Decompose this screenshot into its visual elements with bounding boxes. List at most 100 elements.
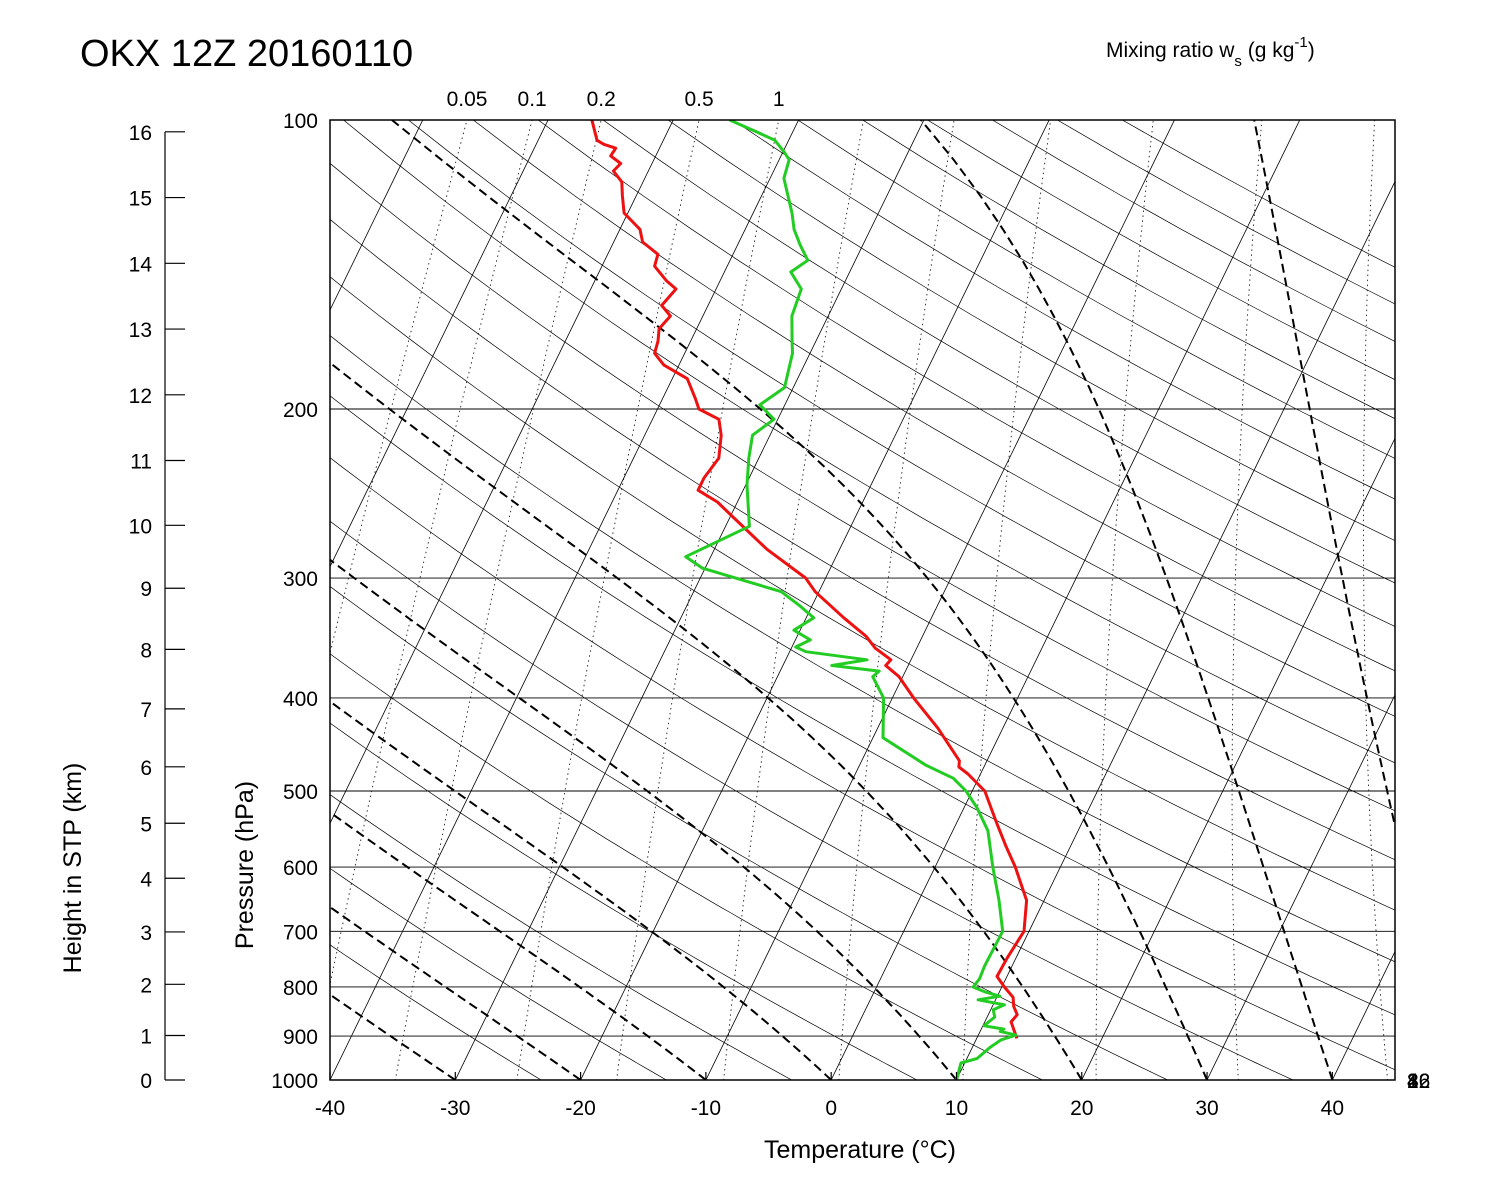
mixing-ratio-right-label: 16 xyxy=(1407,1070,1430,1093)
dry-adiabat-line xyxy=(992,120,1395,342)
mixing-ratio-right-label: 2 xyxy=(1407,1070,1419,1093)
height-tick-label: 14 xyxy=(129,253,153,276)
pressure-tick-label: 200 xyxy=(283,399,318,422)
height-tick-label: 1 xyxy=(140,1025,152,1048)
height-tick-label: 3 xyxy=(140,922,152,945)
pressure-tick-label: 1000 xyxy=(271,1070,318,1093)
pressure-tick-label: 500 xyxy=(283,781,318,804)
height-tick-label: 0 xyxy=(140,1070,152,1093)
height-tick-label: 15 xyxy=(129,188,152,211)
mixing-ratio-line xyxy=(1363,120,1389,1080)
height-tick-label: 8 xyxy=(140,639,152,662)
dry-adiabat-line xyxy=(330,457,1395,1071)
dry-adiabat-line xyxy=(330,276,1395,911)
moist-adiabat-lines xyxy=(330,120,1395,1080)
dry-adiabat-line xyxy=(1057,120,1395,305)
moist-adiabat-line xyxy=(330,905,582,1080)
plot-area xyxy=(0,99,1395,1101)
x-axis-label: Temperature (°C) xyxy=(764,1136,956,1164)
temperature-profile-line xyxy=(590,120,1029,1039)
height-tick-label: 11 xyxy=(130,451,152,474)
isotherm-line xyxy=(330,120,800,1080)
height-tick-label: 6 xyxy=(140,757,152,780)
mixing-ratio-right-label: 8 xyxy=(1407,1070,1419,1093)
pressure-axis-label: Pressure (hPa) xyxy=(231,781,259,949)
pressure-tick-label: 600 xyxy=(283,857,318,880)
dry-adiabat-line xyxy=(408,120,1395,717)
height-tick-label: 13 xyxy=(129,319,152,342)
dry-adiabat-line xyxy=(602,120,1395,584)
mixing-ratio-top-label: 1 xyxy=(773,88,785,111)
mixing-ratio-line xyxy=(330,120,533,987)
plot-frame xyxy=(329,119,1396,1081)
dewpoint-profile-line xyxy=(684,120,1018,1080)
isotherm-line xyxy=(1331,950,1395,1080)
mixing-ratio-top-label: 0.1 xyxy=(518,88,547,111)
isotherm-line xyxy=(1206,693,1395,1080)
x-tick-label: -20 xyxy=(565,1097,595,1120)
x-tick-label: -40 xyxy=(315,1097,345,1120)
moist-adiabat-line xyxy=(330,700,832,1080)
moist-adiabat-line xyxy=(391,120,1209,1080)
mixing-ratio-line xyxy=(330,120,468,655)
dry-adiabat-line xyxy=(330,944,542,1080)
dry-adiabat-line xyxy=(862,120,1395,420)
height-tick-label: 5 xyxy=(140,813,152,836)
mixing-ratio-axis-label: Mixing ratio ws (g kg-1) xyxy=(1106,34,1315,70)
height-tick-label: 10 xyxy=(129,515,152,538)
mixing-ratio-line xyxy=(723,120,864,1080)
height-tick-label: 2 xyxy=(140,974,152,997)
mixing-ratio-line xyxy=(616,120,780,1080)
x-tick-label: -10 xyxy=(691,1097,721,1120)
isotherm-line xyxy=(1081,437,1395,1080)
x-tick-label: 30 xyxy=(1195,1097,1218,1120)
moist-adiabat-line xyxy=(920,120,1334,1080)
isobar-grid xyxy=(330,120,1395,1080)
height-tick-label: 9 xyxy=(140,578,152,601)
pressure-tick-label: 100 xyxy=(283,110,318,133)
dry-adiabat-line xyxy=(330,722,918,1080)
isotherm-line xyxy=(330,120,424,311)
x-tick-label: 0 xyxy=(825,1097,837,1120)
isotherm-line xyxy=(830,120,1301,1080)
pressure-axis-ticks: 1000 900 800 700 600 500 400 300 200 100 xyxy=(271,110,318,1093)
isotherm-line xyxy=(0,99,183,1101)
moist-adiabat-line xyxy=(330,993,456,1080)
isotherm-line xyxy=(955,180,1395,1080)
dry-adiabat-line xyxy=(537,120,1395,627)
mixing-ratio-right-label: 32 xyxy=(1407,1070,1430,1093)
height-axis-label: Height in STP (km) xyxy=(59,763,87,974)
moist-adiabat-line xyxy=(330,558,958,1080)
mixing-ratio-top-labels: 0.05 0.1 0.2 0.5 1 xyxy=(447,88,785,111)
mixing-ratio-line xyxy=(394,120,602,1080)
mixing-ratio-top-label: 0.5 xyxy=(684,88,713,111)
mixing-ratio-lines xyxy=(330,120,1389,1080)
pressure-tick-label: 800 xyxy=(283,977,318,1000)
dry-adiabat-line xyxy=(330,162,1395,812)
dry-adiabat-line xyxy=(330,653,1044,1080)
dry-adiabat-line xyxy=(330,867,668,1080)
mixing-ratio-line xyxy=(838,120,955,1080)
x-axis-ticks: -40 -30 -20 -10 0 10 20 30 40 xyxy=(315,1072,1344,1120)
mixing-ratio-top-label: 0.05 xyxy=(447,88,488,111)
mixing-ratio-line xyxy=(516,120,700,1080)
isotherm-line xyxy=(0,99,308,1101)
dry-adiabat-line xyxy=(330,395,1395,1016)
height-tick-label: 7 xyxy=(140,699,152,722)
dry-adiabat-line xyxy=(927,120,1395,381)
dry-adiabat-line xyxy=(343,120,1395,764)
dry-adiabat-line xyxy=(330,218,1395,861)
dry-adiabat-lines xyxy=(330,120,1395,1080)
mixing-ratio-line xyxy=(1231,120,1263,1080)
dry-adiabat-line xyxy=(330,794,793,1080)
mixing-ratio-top-label: 0.2 xyxy=(587,88,616,111)
isotherm-line xyxy=(0,99,57,1101)
x-tick-label: 40 xyxy=(1321,1097,1344,1120)
moist-adiabat-line xyxy=(1253,120,1395,831)
isotherm-line xyxy=(705,120,1175,1080)
pressure-tick-label: 300 xyxy=(283,568,318,591)
x-tick-label: 10 xyxy=(945,1097,968,1120)
dry-adiabat-line xyxy=(330,520,1294,1080)
pressure-tick-label: 400 xyxy=(283,688,318,711)
